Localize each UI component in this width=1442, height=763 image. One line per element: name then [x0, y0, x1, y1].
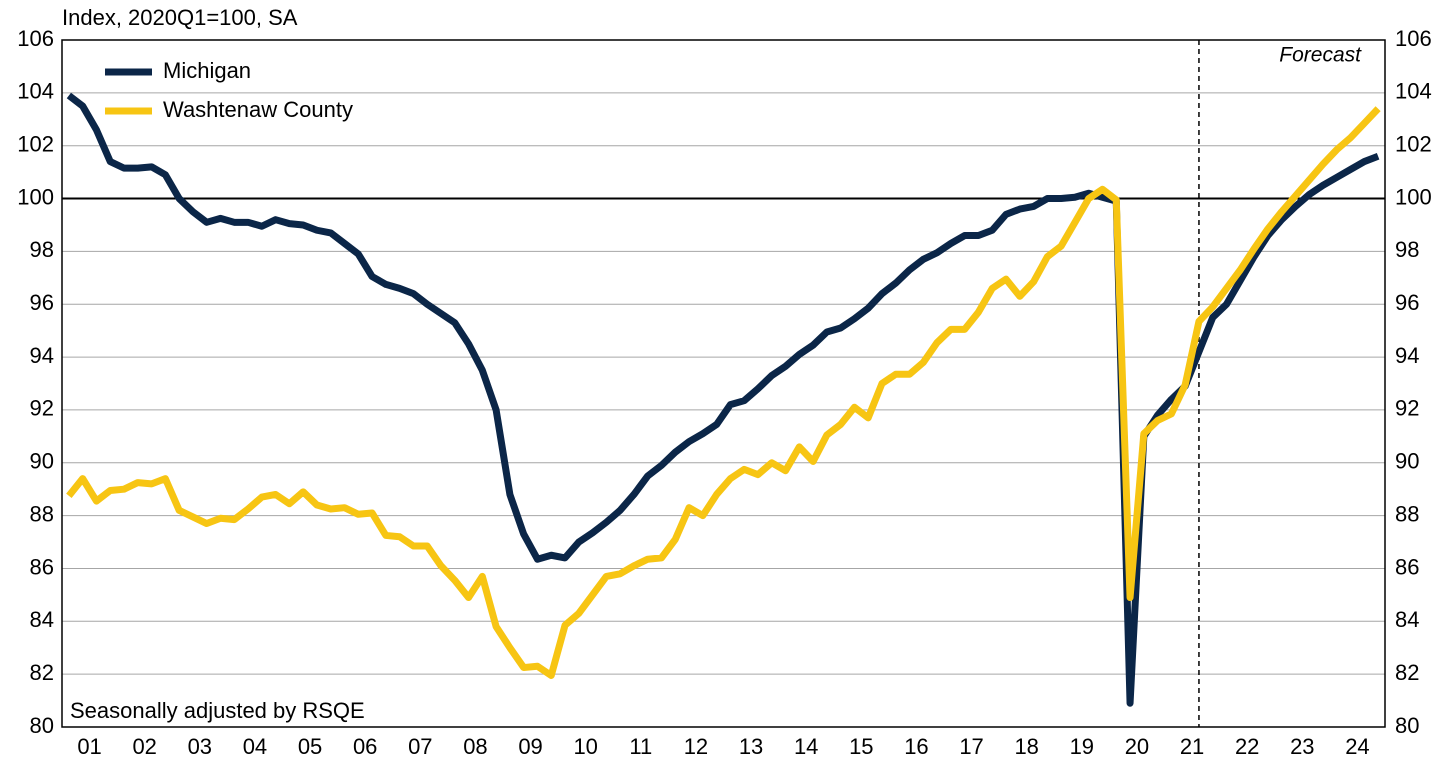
- y2-tick-label: 98: [1395, 237, 1419, 262]
- y2-tick-label: 80: [1395, 713, 1419, 738]
- x-tick-label: 18: [1014, 734, 1038, 759]
- x-tick-label: 21: [1180, 734, 1204, 759]
- x-tick-label: 04: [243, 734, 267, 759]
- y-tick-label: 90: [30, 449, 54, 474]
- x-tick-label: 17: [959, 734, 983, 759]
- y2-tick-label: 100: [1395, 184, 1432, 209]
- x-tick-label: 06: [353, 734, 377, 759]
- y-tick-label: 106: [17, 26, 54, 51]
- y-tick-label: 98: [30, 237, 54, 262]
- x-tick-label: 07: [408, 734, 432, 759]
- x-tick-label: 14: [794, 734, 818, 759]
- y-tick-label: 104: [17, 79, 54, 104]
- series-line: [66, 92, 1380, 707]
- y2-tick-label: 82: [1395, 660, 1419, 685]
- y2-tick-label: 90: [1395, 449, 1419, 474]
- y2-tick-label: 92: [1395, 396, 1419, 421]
- y-tick-label: 86: [30, 554, 54, 579]
- x-tick-label: 24: [1345, 734, 1369, 759]
- note: Seasonally adjusted by RSQE: [70, 698, 365, 723]
- y2-tick-label: 86: [1395, 554, 1419, 579]
- y2-tick-label: 94: [1395, 343, 1419, 368]
- x-tick-label: 05: [298, 734, 322, 759]
- y-tick-label: 88: [30, 501, 54, 526]
- y2-tick-label: 84: [1395, 607, 1419, 632]
- x-tick-label: 08: [463, 734, 487, 759]
- x-tick-label: 11: [629, 734, 652, 759]
- legend-label: Michigan: [163, 58, 251, 83]
- y-tick-label: 82: [30, 660, 54, 685]
- x-tick-label: 22: [1235, 734, 1259, 759]
- x-tick-label: 20: [1125, 734, 1149, 759]
- series-line: [66, 106, 1381, 679]
- y-tick-label: 80: [30, 713, 54, 738]
- x-tick-label: 01: [77, 734, 101, 759]
- x-tick-label: 09: [518, 734, 542, 759]
- y2-tick-label: 104: [1395, 79, 1432, 104]
- chart-title: Index, 2020Q1=100, SA: [62, 5, 298, 30]
- x-tick-label: 23: [1290, 734, 1314, 759]
- y2-tick-label: 102: [1395, 132, 1432, 157]
- x-tick-label: 16: [904, 734, 928, 759]
- y2-tick-label: 106: [1395, 26, 1432, 51]
- x-tick-label: 13: [739, 734, 763, 759]
- x-tick-label: 03: [188, 734, 212, 759]
- y-tick-label: 84: [30, 607, 54, 632]
- plot-frame: [61, 39, 1386, 728]
- x-tick-label: 02: [132, 734, 156, 759]
- forecast-label: Forecast: [1279, 44, 1362, 67]
- x-tick-label: 15: [849, 734, 873, 759]
- y-tick-label: 96: [30, 290, 54, 315]
- y-tick-label: 100: [17, 184, 54, 209]
- y2-tick-label: 96: [1395, 290, 1419, 315]
- x-tick-label: 10: [573, 734, 597, 759]
- y2-tick-label: 88: [1395, 501, 1419, 526]
- y-tick-label: 94: [30, 343, 54, 368]
- x-tick-label: 19: [1070, 734, 1094, 759]
- y-tick-label: 102: [17, 132, 54, 157]
- y-tick-label: 92: [30, 396, 54, 421]
- x-tick-label: 12: [684, 734, 708, 759]
- legend-label: Washtenaw County: [163, 97, 353, 122]
